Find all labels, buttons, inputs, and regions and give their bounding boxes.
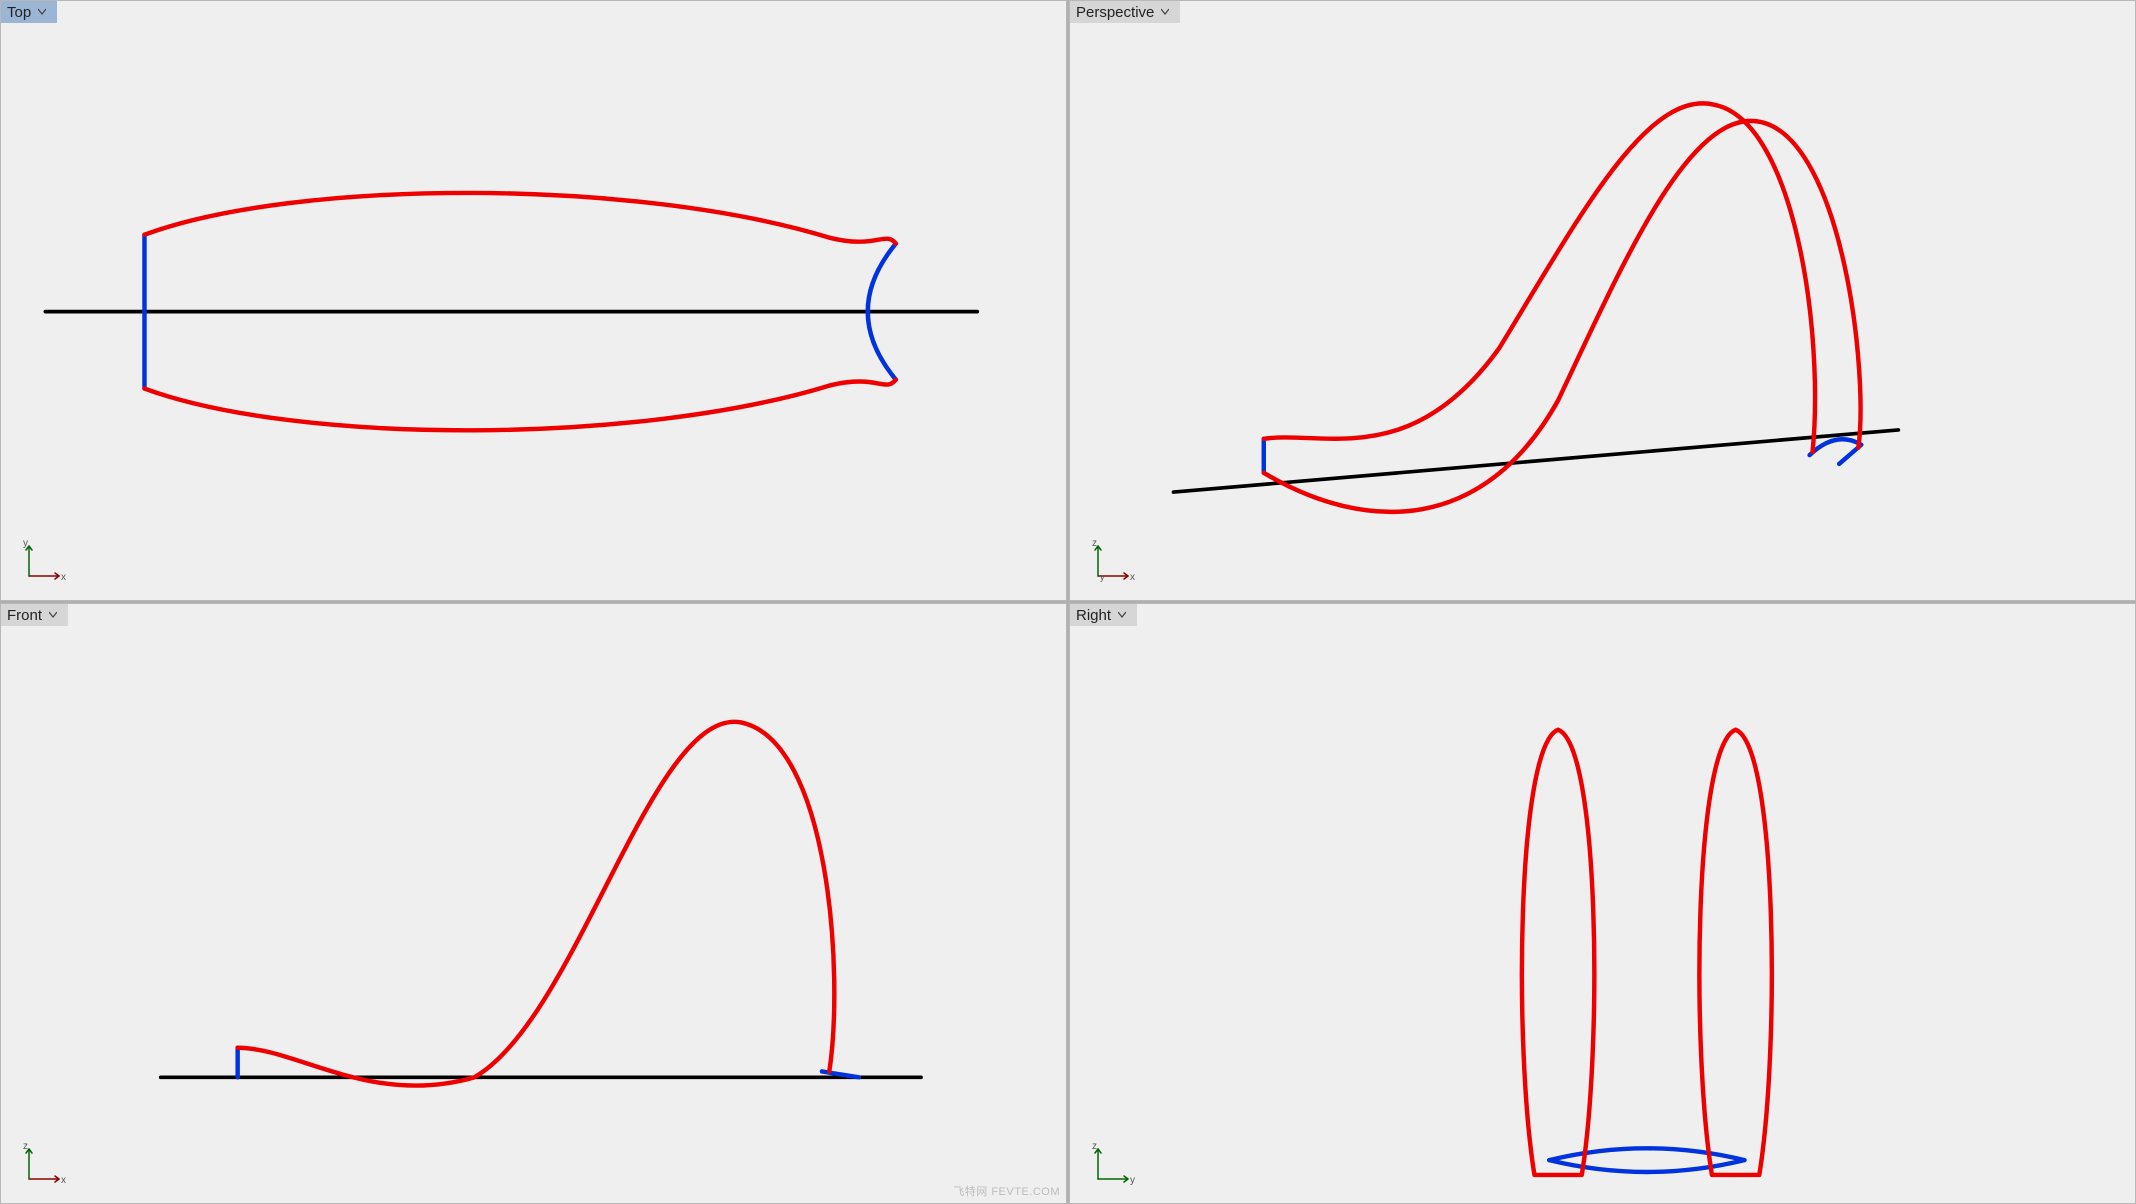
viewport-title-front[interactable]: Front — [1, 604, 68, 626]
viewport-title-label: Top — [7, 4, 31, 21]
viewport-menu-icon[interactable] — [1158, 3, 1172, 21]
viewport-menu-icon[interactable] — [35, 3, 49, 21]
viewport-front[interactable]: Front xz 飞特网 FEVTE.COM — [0, 603, 1067, 1204]
viewport-title-perspective[interactable]: Perspective — [1070, 1, 1180, 23]
viewport-menu-icon[interactable] — [1115, 606, 1129, 624]
viewport-grid: Top xy Perspective xzy Front xz 飞特网 FEVT… — [0, 0, 2136, 1204]
viewport-right[interactable]: Right yz — [1069, 603, 2136, 1204]
viewport-menu-icon[interactable] — [46, 606, 60, 624]
viewport-canvas-right[interactable] — [1070, 604, 2135, 1196]
viewport-canvas-front[interactable] — [1, 604, 1066, 1196]
viewport-canvas-perspective[interactable] — [1070, 1, 2135, 593]
viewport-title-label: Right — [1076, 607, 1111, 624]
viewport-title-label: Front — [7, 607, 42, 624]
viewport-title-right[interactable]: Right — [1070, 604, 1137, 626]
viewport-title-label: Perspective — [1076, 4, 1154, 21]
viewport-top[interactable]: Top xy — [0, 0, 1067, 601]
viewport-canvas-top[interactable] — [1, 1, 1066, 593]
viewport-perspective[interactable]: Perspective xzy — [1069, 0, 2136, 601]
viewport-title-top[interactable]: Top — [1, 1, 57, 23]
